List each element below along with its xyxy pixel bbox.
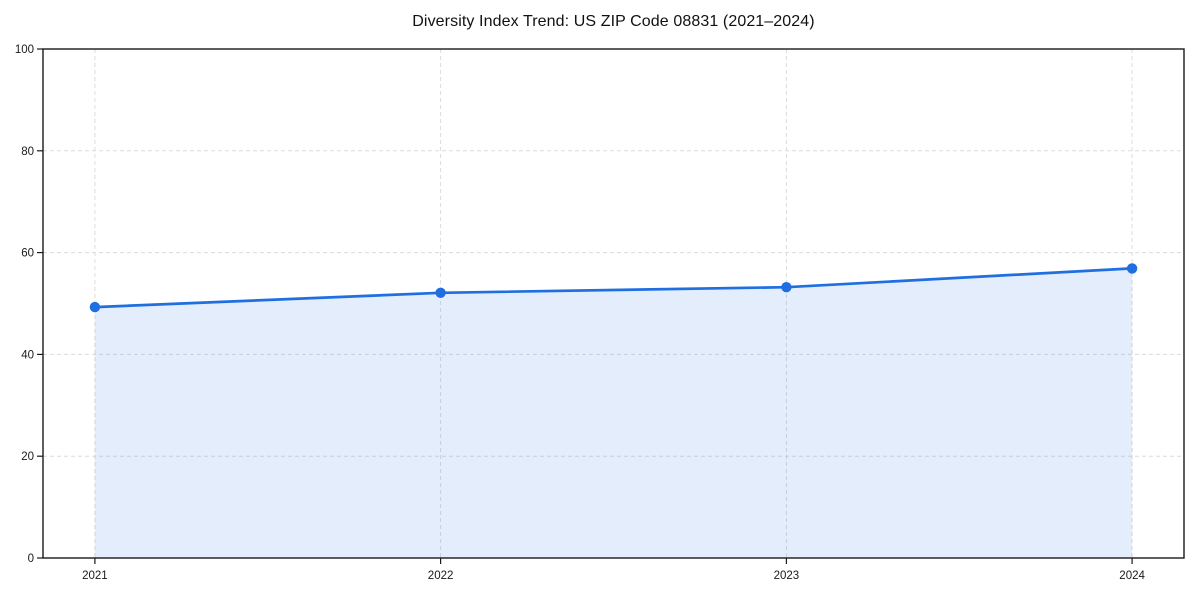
x-tick-label: 2024 xyxy=(1119,570,1145,582)
x-tick-label: 2021 xyxy=(82,570,108,582)
chart-title: Diversity Index Trend: US ZIP Code 08831… xyxy=(412,13,815,30)
area-fill xyxy=(94,268,1133,558)
y-tick-label: 20 xyxy=(21,451,34,463)
plot-border xyxy=(42,48,1185,559)
data-point-2022 xyxy=(435,287,446,298)
x-tick-label: 2023 xyxy=(774,570,800,582)
y-tick-label: 60 xyxy=(21,248,34,260)
y-tick-label: 40 xyxy=(21,349,34,361)
y-tick-label: 0 xyxy=(28,553,34,565)
x-tick-label: 2022 xyxy=(428,570,454,582)
data-point-2023 xyxy=(781,282,792,293)
data-point-2021 xyxy=(89,301,101,313)
y-tick-label: 80 xyxy=(21,146,34,158)
y-tick-label: 100 xyxy=(15,44,34,56)
data-point-2024 xyxy=(1126,263,1138,274)
trend-line xyxy=(93,267,1134,309)
